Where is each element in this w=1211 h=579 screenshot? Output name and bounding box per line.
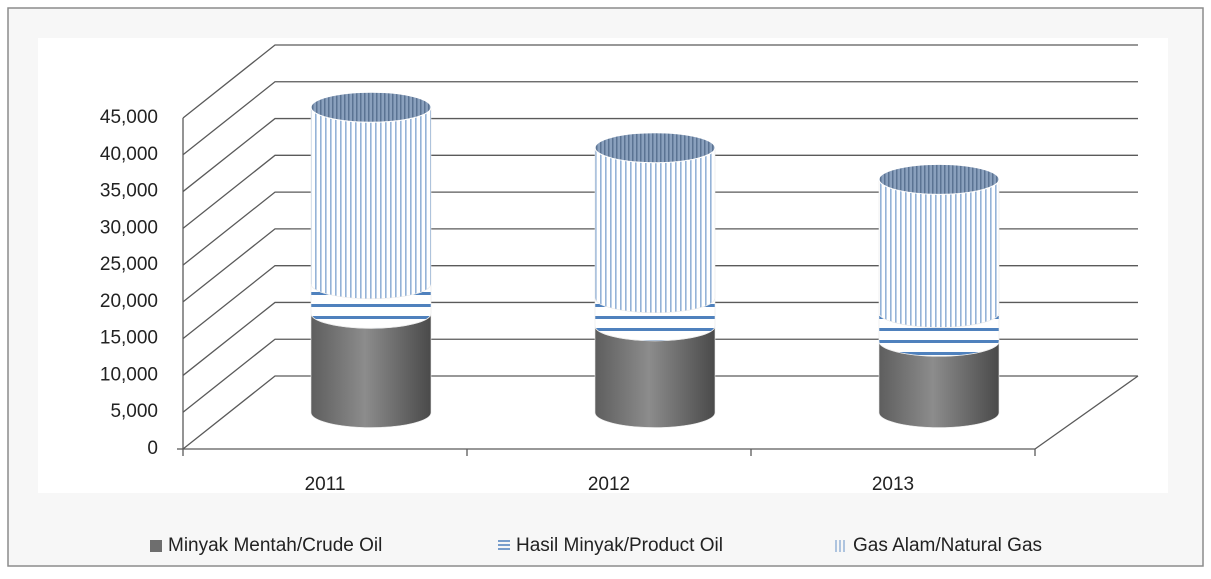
legend-label: Gas Alam/Natural Gas bbox=[853, 535, 1042, 556]
y-tick-label: 30,000 bbox=[100, 217, 158, 238]
y-tick-label: 15,000 bbox=[100, 328, 158, 349]
legend-label: Minyak Mentah/Crude Oil bbox=[168, 535, 382, 556]
grid-line bbox=[182, 191, 1138, 266]
y-tick-label: 20,000 bbox=[100, 291, 158, 312]
x-tick-label: 2013 bbox=[872, 474, 914, 495]
legend-label: Hasil Minyak/Product Oil bbox=[516, 535, 723, 556]
cylinder-segment bbox=[878, 179, 1000, 328]
cylinder-segment bbox=[594, 147, 716, 314]
x-tick-label: 2011 bbox=[305, 474, 346, 495]
x-tick-label: 2012 bbox=[588, 474, 630, 495]
cylinder-top bbox=[878, 163, 1000, 195]
cylinder-segment bbox=[310, 312, 432, 428]
grid-line bbox=[182, 154, 1138, 229]
grid-line bbox=[182, 338, 1138, 413]
grid-line bbox=[182, 301, 1138, 376]
grid-line bbox=[182, 117, 1138, 193]
y-tick-label: 25,000 bbox=[100, 254, 158, 275]
y-tick-label: 10,000 bbox=[100, 364, 158, 385]
legend-swatch bbox=[150, 540, 162, 552]
cylinder-segment bbox=[878, 340, 1000, 428]
y-tick-label: 40,000 bbox=[100, 144, 158, 165]
grid-line bbox=[182, 44, 1138, 119]
y-tick-label: 45,000 bbox=[100, 107, 158, 128]
grid-line bbox=[182, 265, 1138, 340]
cylinder-segment bbox=[594, 325, 716, 428]
grid-line bbox=[182, 228, 1138, 303]
grid-line bbox=[182, 375, 1138, 450]
cylinder-top bbox=[310, 91, 432, 123]
y-tick-label: 5,000 bbox=[110, 401, 158, 422]
y-tick-label: 0 bbox=[147, 438, 158, 459]
y-tick-label: 35,000 bbox=[100, 181, 158, 202]
cylinder-top bbox=[594, 132, 716, 164]
grid-line bbox=[182, 81, 1138, 156]
cylinder-segment bbox=[310, 106, 432, 300]
